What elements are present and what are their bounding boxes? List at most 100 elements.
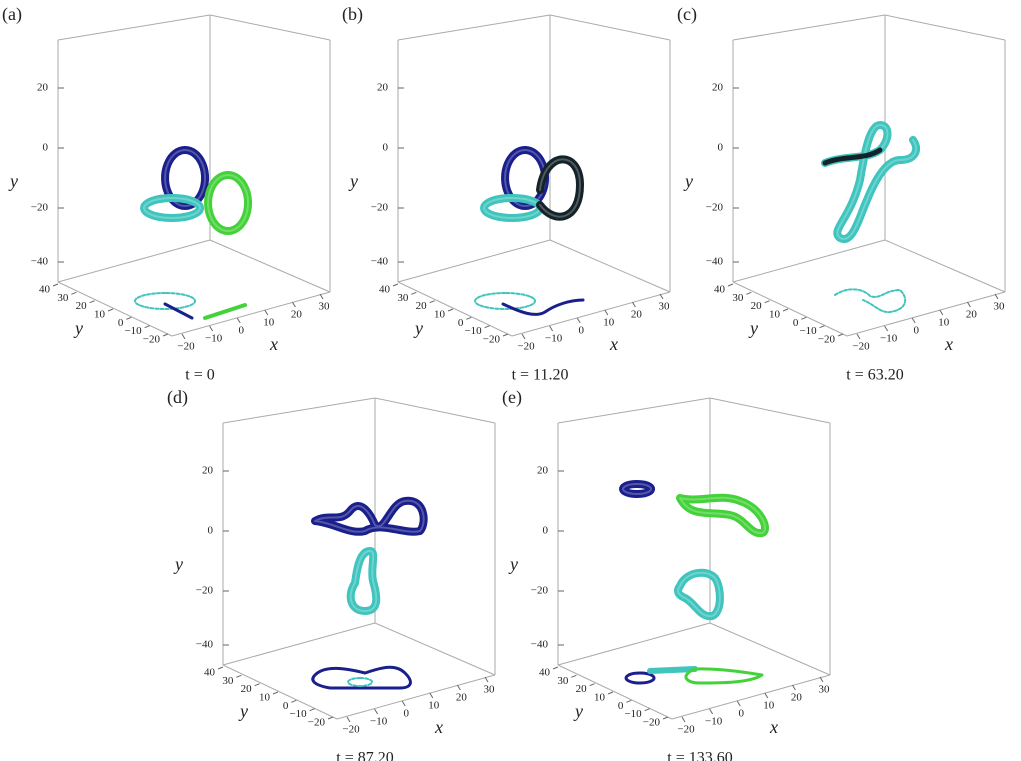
x-axis-label: x [434, 717, 443, 737]
vortex-tube [311, 496, 428, 536]
vortex-tube [311, 665, 412, 690]
tick-mark [236, 674, 242, 678]
vortex-tube [619, 480, 655, 498]
box-edge [884, 239, 1006, 293]
box-edge [171, 291, 331, 337]
panel: (b)t = 11.20yyx200−20−40403020100−10−20−… [342, 4, 671, 384]
time-label: t = 87.20 [336, 750, 393, 761]
depth-tick-label: 0 [618, 700, 624, 712]
box-edge [374, 397, 496, 424]
tube-highlight [143, 197, 202, 219]
x-tick-label: 20 [791, 692, 803, 704]
tick-mark [709, 708, 714, 715]
tick-mark [939, 309, 944, 316]
box-edge [397, 281, 513, 337]
depth-axis-label: y [238, 701, 248, 721]
box-edge [671, 674, 831, 720]
tick-mark [254, 683, 260, 687]
vortex-tube [673, 568, 724, 621]
panel: (c)t = 63.20yyx200−20−40403020100−10−20−… [677, 4, 1006, 384]
vortex-tube [204, 171, 253, 235]
tick-mark [727, 283, 734, 287]
vertical-tick-label: −20 [31, 202, 49, 214]
box-edge [336, 674, 496, 720]
tick-mark [576, 317, 581, 324]
tick-mark [52, 283, 59, 287]
x-tick-label: −10 [370, 716, 388, 728]
depth-tick-label: 40 [714, 284, 726, 296]
x-tick-label: 10 [428, 700, 440, 712]
depth-tick-label: 20 [76, 300, 88, 312]
vortex-tube [676, 493, 769, 538]
box-edge [549, 239, 671, 293]
vortex-tube [834, 288, 907, 314]
depth-tick-label: 10 [594, 692, 606, 704]
vortex-tube [346, 547, 381, 615]
tick-mark [319, 293, 324, 300]
vertical-tick-label: 0 [543, 525, 549, 537]
depth-tick-label: −10 [124, 325, 142, 337]
tube-highlight [504, 149, 547, 207]
x-tick-label: −10 [205, 333, 223, 345]
vertical-tick-label: 20 [377, 82, 389, 94]
vertical-tick-label: −20 [196, 585, 214, 597]
vortex-tube [203, 303, 247, 320]
tick-mark [746, 291, 752, 295]
x-tick-label: 30 [319, 301, 331, 313]
depth-tick-label: −10 [464, 325, 482, 337]
box-edge [884, 14, 1006, 41]
tick-mark [631, 301, 636, 308]
tick-mark [429, 300, 435, 304]
tick-mark [411, 291, 417, 295]
panel-label: (c) [677, 4, 697, 25]
depth-tick-label: −10 [799, 325, 817, 337]
depth-tick-label: 10 [434, 309, 446, 321]
x-tick-label: 10 [938, 317, 950, 329]
tube-highlight [679, 496, 767, 535]
tick-mark [966, 301, 971, 308]
time-label: t = 11.20 [512, 367, 569, 384]
vortex-tube [624, 671, 656, 685]
tick-mark [217, 666, 224, 670]
panel-label: (a) [2, 4, 22, 25]
box-edge [57, 239, 211, 283]
vertical-tick-label: −40 [31, 256, 49, 268]
tick-mark [571, 674, 577, 678]
depth-tick-label: 30 [397, 292, 409, 304]
tick-mark [791, 684, 796, 691]
depth-tick-label: 10 [769, 309, 781, 321]
tick-mark [466, 316, 472, 320]
x-tick-label: 30 [484, 684, 496, 696]
x-tick-label: 10 [763, 700, 775, 712]
depth-tick-label: 40 [39, 284, 51, 296]
vertical-tick-label: 0 [43, 142, 49, 154]
vortex-tube [647, 666, 698, 674]
depth-tick-label: 20 [576, 683, 588, 695]
tick-mark [327, 716, 334, 720]
x-tick-label: 20 [631, 309, 643, 321]
depth-tick-label: 0 [118, 317, 124, 329]
tick-mark [681, 716, 686, 723]
x-tick-label: −20 [177, 341, 195, 353]
depth-tick-label: −20 [308, 717, 326, 729]
box-edge [732, 14, 886, 41]
x-tick-label: 10 [603, 317, 615, 329]
box-edge [397, 14, 551, 41]
vertical-tick-label: 20 [202, 465, 214, 477]
tick-mark [291, 699, 297, 703]
panel-label: (b) [342, 4, 363, 25]
tube-highlight [349, 550, 378, 612]
depth-axis-label: y [573, 701, 583, 721]
box-edge [549, 14, 671, 41]
box-edge [709, 397, 831, 424]
vertical-axis-label: y [173, 554, 183, 574]
vertical-tick-label: 0 [208, 525, 214, 537]
box-edge [209, 14, 331, 41]
vertical-tick-label: −20 [706, 202, 724, 214]
x-axis-label: x [769, 717, 778, 737]
depth-tick-label: 20 [751, 300, 763, 312]
vortex-tube [536, 155, 584, 221]
tick-mark [659, 293, 664, 300]
vertical-tick-label: 20 [537, 465, 549, 477]
box-edge [57, 281, 173, 337]
